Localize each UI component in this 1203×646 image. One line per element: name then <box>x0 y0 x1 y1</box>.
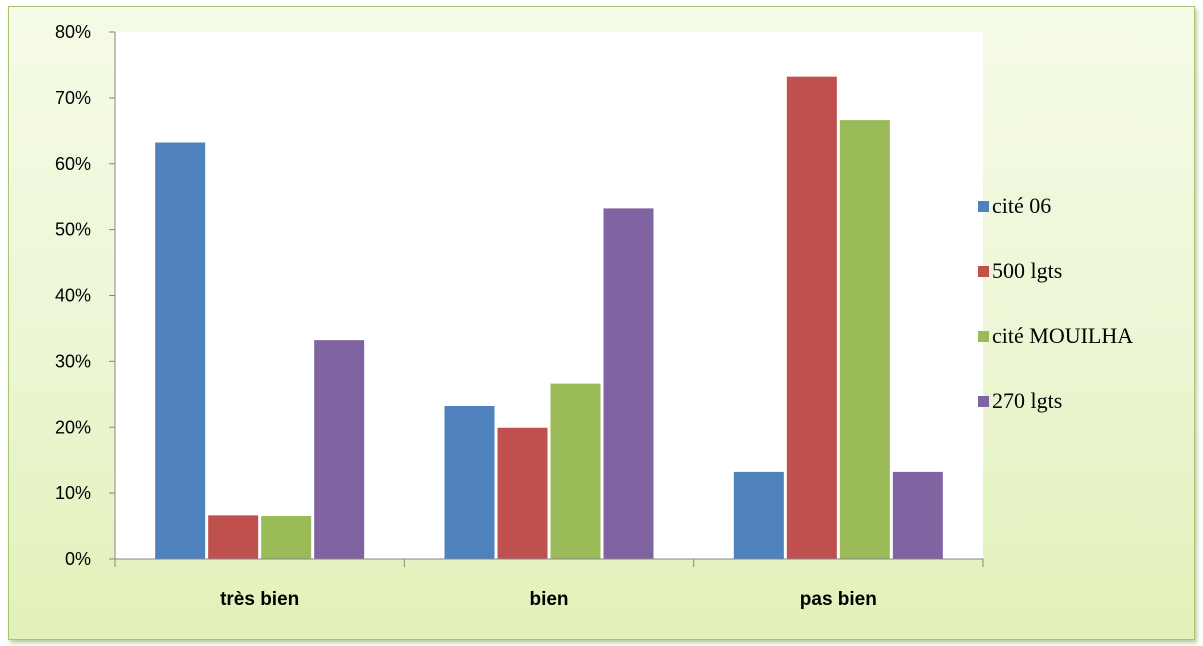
x-category-label: très bien <box>220 589 299 610</box>
y-tick-label: 30% <box>55 351 91 371</box>
x-category-label: bien <box>529 589 568 610</box>
y-tick-label: 50% <box>55 220 91 240</box>
legend-swatch <box>978 396 989 407</box>
y-tick-label: 60% <box>55 154 91 174</box>
legend-swatch <box>978 331 989 342</box>
bar-cit-06-2 <box>733 471 784 559</box>
legend-swatch <box>978 266 989 277</box>
x-axis-ticks: très bien bien pas bien <box>115 559 983 610</box>
legend-label: 270 lgts <box>992 388 1062 413</box>
y-axis-ticks: 0% 10% 20% 30% 40% 50% 60% 70% 80% <box>55 22 115 569</box>
bar-270-lgts-2 <box>892 471 943 559</box>
bar-270-lgts-1 <box>603 208 654 559</box>
legend-label: cité MOUILHA <box>992 323 1133 348</box>
bar-500-lgts-2 <box>786 76 837 559</box>
legend-label: 500 lgts <box>992 258 1062 283</box>
bar-270-lgts-0 <box>314 340 365 559</box>
legend-label: cité 06 <box>992 193 1051 218</box>
legend-swatch <box>978 201 989 212</box>
y-tick-label: 20% <box>55 417 91 437</box>
y-tick-label: 0% <box>65 549 91 569</box>
y-tick-label: 40% <box>55 286 91 306</box>
bar-cit-mouilha-2 <box>839 120 890 559</box>
legend: cité 06 500 lgts cité MOUILHA 270 lgts <box>978 193 1133 413</box>
x-category-label: pas bien <box>800 589 877 610</box>
bar-cit-mouilha-1 <box>550 383 601 559</box>
bar-500-lgts-1 <box>497 427 548 559</box>
bar-cit-mouilha-0 <box>261 516 312 559</box>
bar-cit-06-0 <box>155 142 206 559</box>
y-tick-label: 70% <box>55 88 91 108</box>
y-tick-label: 10% <box>55 483 91 503</box>
y-tick-label: 80% <box>55 22 91 42</box>
bar-500-lgts-0 <box>208 515 259 559</box>
bar-cit-06-1 <box>444 406 495 559</box>
